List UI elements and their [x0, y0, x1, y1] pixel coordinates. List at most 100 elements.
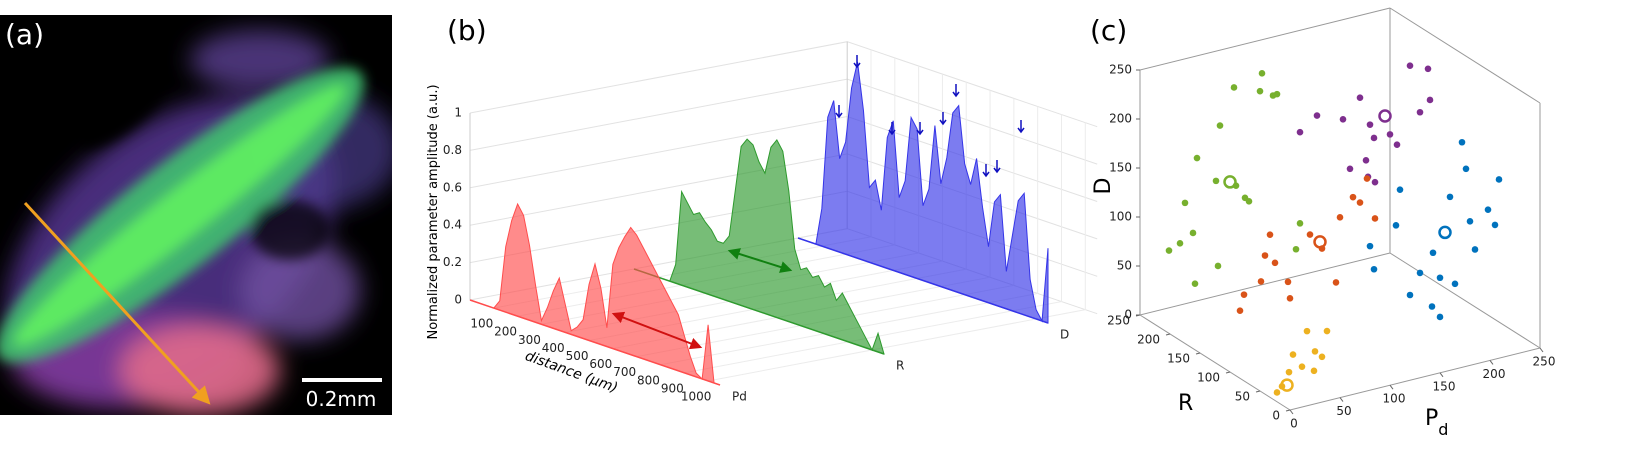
cluster-center	[1280, 378, 1294, 392]
x-tick	[1439, 372, 1444, 378]
scatter-point	[1370, 265, 1378, 273]
grid-line	[660, 106, 1039, 366]
scatter-point	[1424, 65, 1432, 73]
y-tick	[1225, 371, 1231, 374]
x-tick-label: 700	[613, 365, 636, 379]
cluster-center	[1438, 225, 1452, 240]
scatter-point	[1292, 245, 1300, 253]
panel-label: (b)	[447, 14, 487, 47]
y-tick	[1165, 333, 1171, 336]
x-tick	[1489, 360, 1494, 365]
y-tick	[1195, 352, 1201, 355]
scatter-point	[1471, 246, 1479, 253]
scatter-point	[1495, 176, 1503, 183]
scatter-point	[1193, 154, 1201, 162]
box-edge	[1139, 7, 1391, 71]
x-tick-label: 800	[637, 373, 660, 387]
scatter-point	[1406, 62, 1414, 70]
x-tick-label: 200	[494, 325, 517, 339]
scatter-point	[1349, 193, 1357, 201]
scatter-point	[1451, 280, 1459, 288]
grid-line	[469, 78, 1098, 165]
scatter-point	[1311, 348, 1319, 355]
scatter-point	[1230, 84, 1238, 91]
cluster-center	[1223, 175, 1237, 189]
scatter-point	[1189, 229, 1197, 237]
scatter-point	[1332, 279, 1340, 286]
scatter-point	[1406, 291, 1414, 299]
series-baseline	[469, 299, 721, 386]
scatter-point	[1393, 141, 1401, 148]
scatter-point	[1491, 221, 1499, 229]
scatter-point	[1371, 178, 1379, 186]
scatter-point	[1466, 218, 1474, 225]
scatter-point	[1176, 240, 1184, 247]
scatter-point	[1296, 128, 1304, 136]
scatter-point	[1346, 165, 1354, 173]
scatter-point	[1356, 94, 1364, 102]
scatter-point	[1191, 280, 1199, 288]
scatter-point	[1318, 353, 1326, 361]
grid-line	[708, 122, 1086, 382]
scatter-point	[1362, 157, 1370, 164]
scatter-point	[1273, 389, 1281, 396]
scatter-point	[1245, 198, 1253, 205]
x-tick-label: 400	[542, 341, 565, 355]
scatter-point	[1257, 278, 1265, 285]
scatter-point	[1484, 206, 1492, 213]
scatter-point	[1396, 186, 1404, 193]
x-axis-label: Pd	[1425, 406, 1448, 439]
x-tick-label: 600	[589, 357, 612, 371]
scatter-point	[1289, 351, 1297, 358]
x-tick-label: 1000	[681, 389, 712, 403]
scatter-point	[1256, 87, 1264, 95]
z-tick-label: 100	[1109, 210, 1132, 224]
y-tick-label: 50	[1235, 390, 1250, 404]
scatter-point	[1236, 307, 1244, 315]
scatter-point	[1306, 231, 1314, 238]
x-axis-label-subscript: d	[1438, 420, 1448, 439]
z-tick-label: 0.4	[443, 218, 462, 232]
series-area	[633, 138, 885, 355]
scatter-point	[1303, 327, 1311, 335]
box-edge	[1139, 252, 1391, 316]
z-tick-label: 50	[1117, 259, 1132, 273]
scatter-point	[1436, 274, 1444, 282]
y-axis-label: R	[1178, 391, 1193, 416]
scatter-point	[1212, 177, 1220, 185]
scatter-point	[1392, 222, 1400, 229]
z-tick-label: 1	[454, 106, 462, 120]
scatter-point	[1371, 215, 1379, 222]
x-tick	[1289, 409, 1294, 415]
y-tick-label: 250	[1107, 314, 1130, 328]
box-edge	[1139, 314, 1291, 411]
waterfall-plot: 0 0.2 0.4 0.6 0.8 1 10020030040050060070080090…	[443, 41, 1098, 404]
scatter-point	[1271, 259, 1279, 267]
scatter-point	[1261, 252, 1269, 259]
x-tick-label: 300	[518, 333, 541, 347]
z-tick-label: 0.2	[443, 255, 462, 269]
y-tick-label: 200	[1137, 333, 1160, 347]
z-axis-label: Normalized parameter amplitude (a.u.)	[426, 84, 441, 339]
scatter-point	[1285, 368, 1293, 376]
scatter-point	[1165, 247, 1173, 254]
scatter-point	[1429, 249, 1437, 257]
x-tick-label: 50	[1336, 404, 1351, 418]
series-label: R	[896, 359, 904, 373]
scatter-point	[1214, 262, 1222, 270]
scatter-point	[1240, 291, 1248, 298]
x-tick-label: 900	[661, 381, 684, 395]
scatter-point	[1313, 112, 1321, 119]
panel-label: (c)	[1090, 14, 1127, 47]
micrograph	[0, 15, 392, 415]
z-tick-label: 150	[1109, 161, 1132, 175]
scatter-point	[1416, 269, 1424, 277]
x-tick	[1389, 384, 1394, 390]
series-area	[797, 61, 1049, 324]
z-tick-label: 0	[1124, 308, 1132, 322]
z-tick-label: 0	[454, 293, 462, 307]
y-tick-label: 100	[1197, 371, 1220, 385]
scatter-point	[1273, 90, 1281, 98]
z-tick-label: 250	[1109, 63, 1132, 77]
scatter-point	[1462, 165, 1470, 173]
